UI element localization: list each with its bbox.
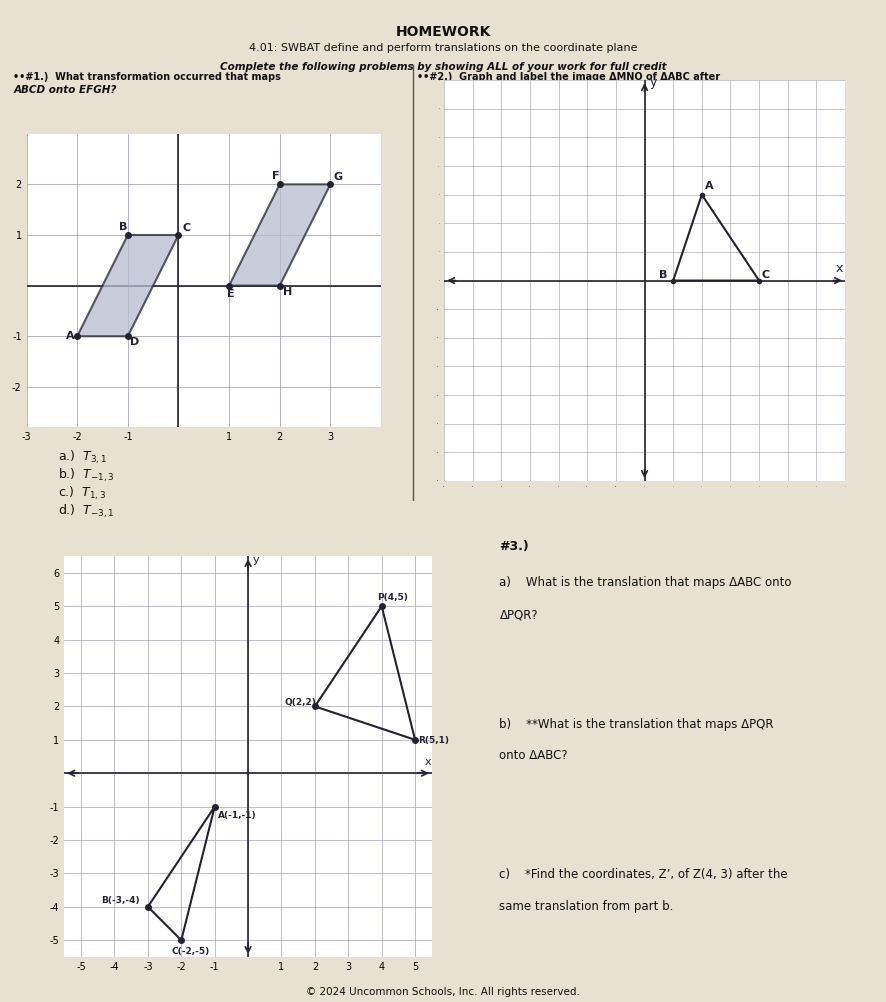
Text: ••#1.)  What transformation occurred that maps: ••#1.) What transformation occurred that…: [13, 72, 281, 82]
Text: x: x: [425, 757, 431, 767]
Polygon shape: [77, 235, 178, 337]
Text: b)    **What is the translation that maps ΔPQR: b) **What is the translation that maps Δ…: [500, 717, 774, 730]
Polygon shape: [229, 184, 330, 286]
Text: (x, y) → (x − 4, y − 6): (x, y) → (x − 4, y − 6): [491, 82, 603, 92]
Text: A: A: [704, 181, 713, 191]
Text: © 2024 Uncommon Schools, Inc. All rights reserved.: © 2024 Uncommon Schools, Inc. All rights…: [306, 987, 580, 997]
Text: c)    *Find the coordinates, Z’, of Z(4, 3) after the: c) *Find the coordinates, Z’, of Z(4, 3)…: [500, 868, 788, 881]
Text: D: D: [130, 338, 140, 348]
Text: d.)  $T_{-3,1}$: d.) $T_{-3,1}$: [58, 503, 114, 520]
Text: a)    What is the translation that maps ΔABC onto: a) What is the translation that maps ΔAB…: [500, 576, 792, 589]
Text: y: y: [253, 555, 260, 565]
Text: b.)  $T_{-1,3}$: b.) $T_{-1,3}$: [58, 467, 114, 484]
Text: 4.01: SWBAT define and perform translations on the coordinate plane: 4.01: SWBAT define and perform translati…: [249, 43, 637, 53]
Text: H: H: [284, 287, 292, 297]
Text: E: E: [227, 289, 234, 299]
Text: Q(2,2): Q(2,2): [284, 697, 316, 706]
Text: onto ΔABC?: onto ΔABC?: [500, 749, 568, 763]
Text: C: C: [762, 270, 770, 280]
Text: B: B: [119, 221, 127, 231]
Text: Complete the following problems by showing ALL of your work for full credit: Complete the following problems by showi…: [220, 62, 666, 72]
Text: HOMEWORK: HOMEWORK: [395, 25, 491, 39]
Text: A(-1,-1): A(-1,-1): [218, 812, 257, 821]
Text: G: G: [334, 172, 343, 182]
Text: ABCD onto EFGH?: ABCD onto EFGH?: [13, 85, 117, 95]
Text: c.)  $T_{1,3}$: c.) $T_{1,3}$: [58, 485, 105, 502]
Text: a.)  $T_{3,1}$: a.) $T_{3,1}$: [58, 449, 106, 466]
Text: B: B: [659, 270, 667, 280]
Text: B(-3,-4): B(-3,-4): [101, 897, 140, 906]
Text: #3.): #3.): [500, 540, 529, 553]
Text: x: x: [835, 262, 843, 275]
Text: P(4,5): P(4,5): [377, 592, 408, 601]
Text: C(-2,-5): C(-2,-5): [171, 947, 209, 956]
Text: y: y: [649, 76, 657, 89]
Text: C: C: [182, 222, 190, 232]
Text: F: F: [272, 171, 280, 181]
Text: ΔPQR?: ΔPQR?: [500, 608, 538, 621]
Text: same translation from part b.: same translation from part b.: [500, 900, 674, 913]
Text: ••#2.)  Graph and label the image ΔMNO of ΔABC after: ••#2.) Graph and label the image ΔMNO of…: [417, 72, 720, 82]
Text: R(5,1): R(5,1): [418, 736, 449, 745]
Text: A: A: [66, 331, 74, 341]
